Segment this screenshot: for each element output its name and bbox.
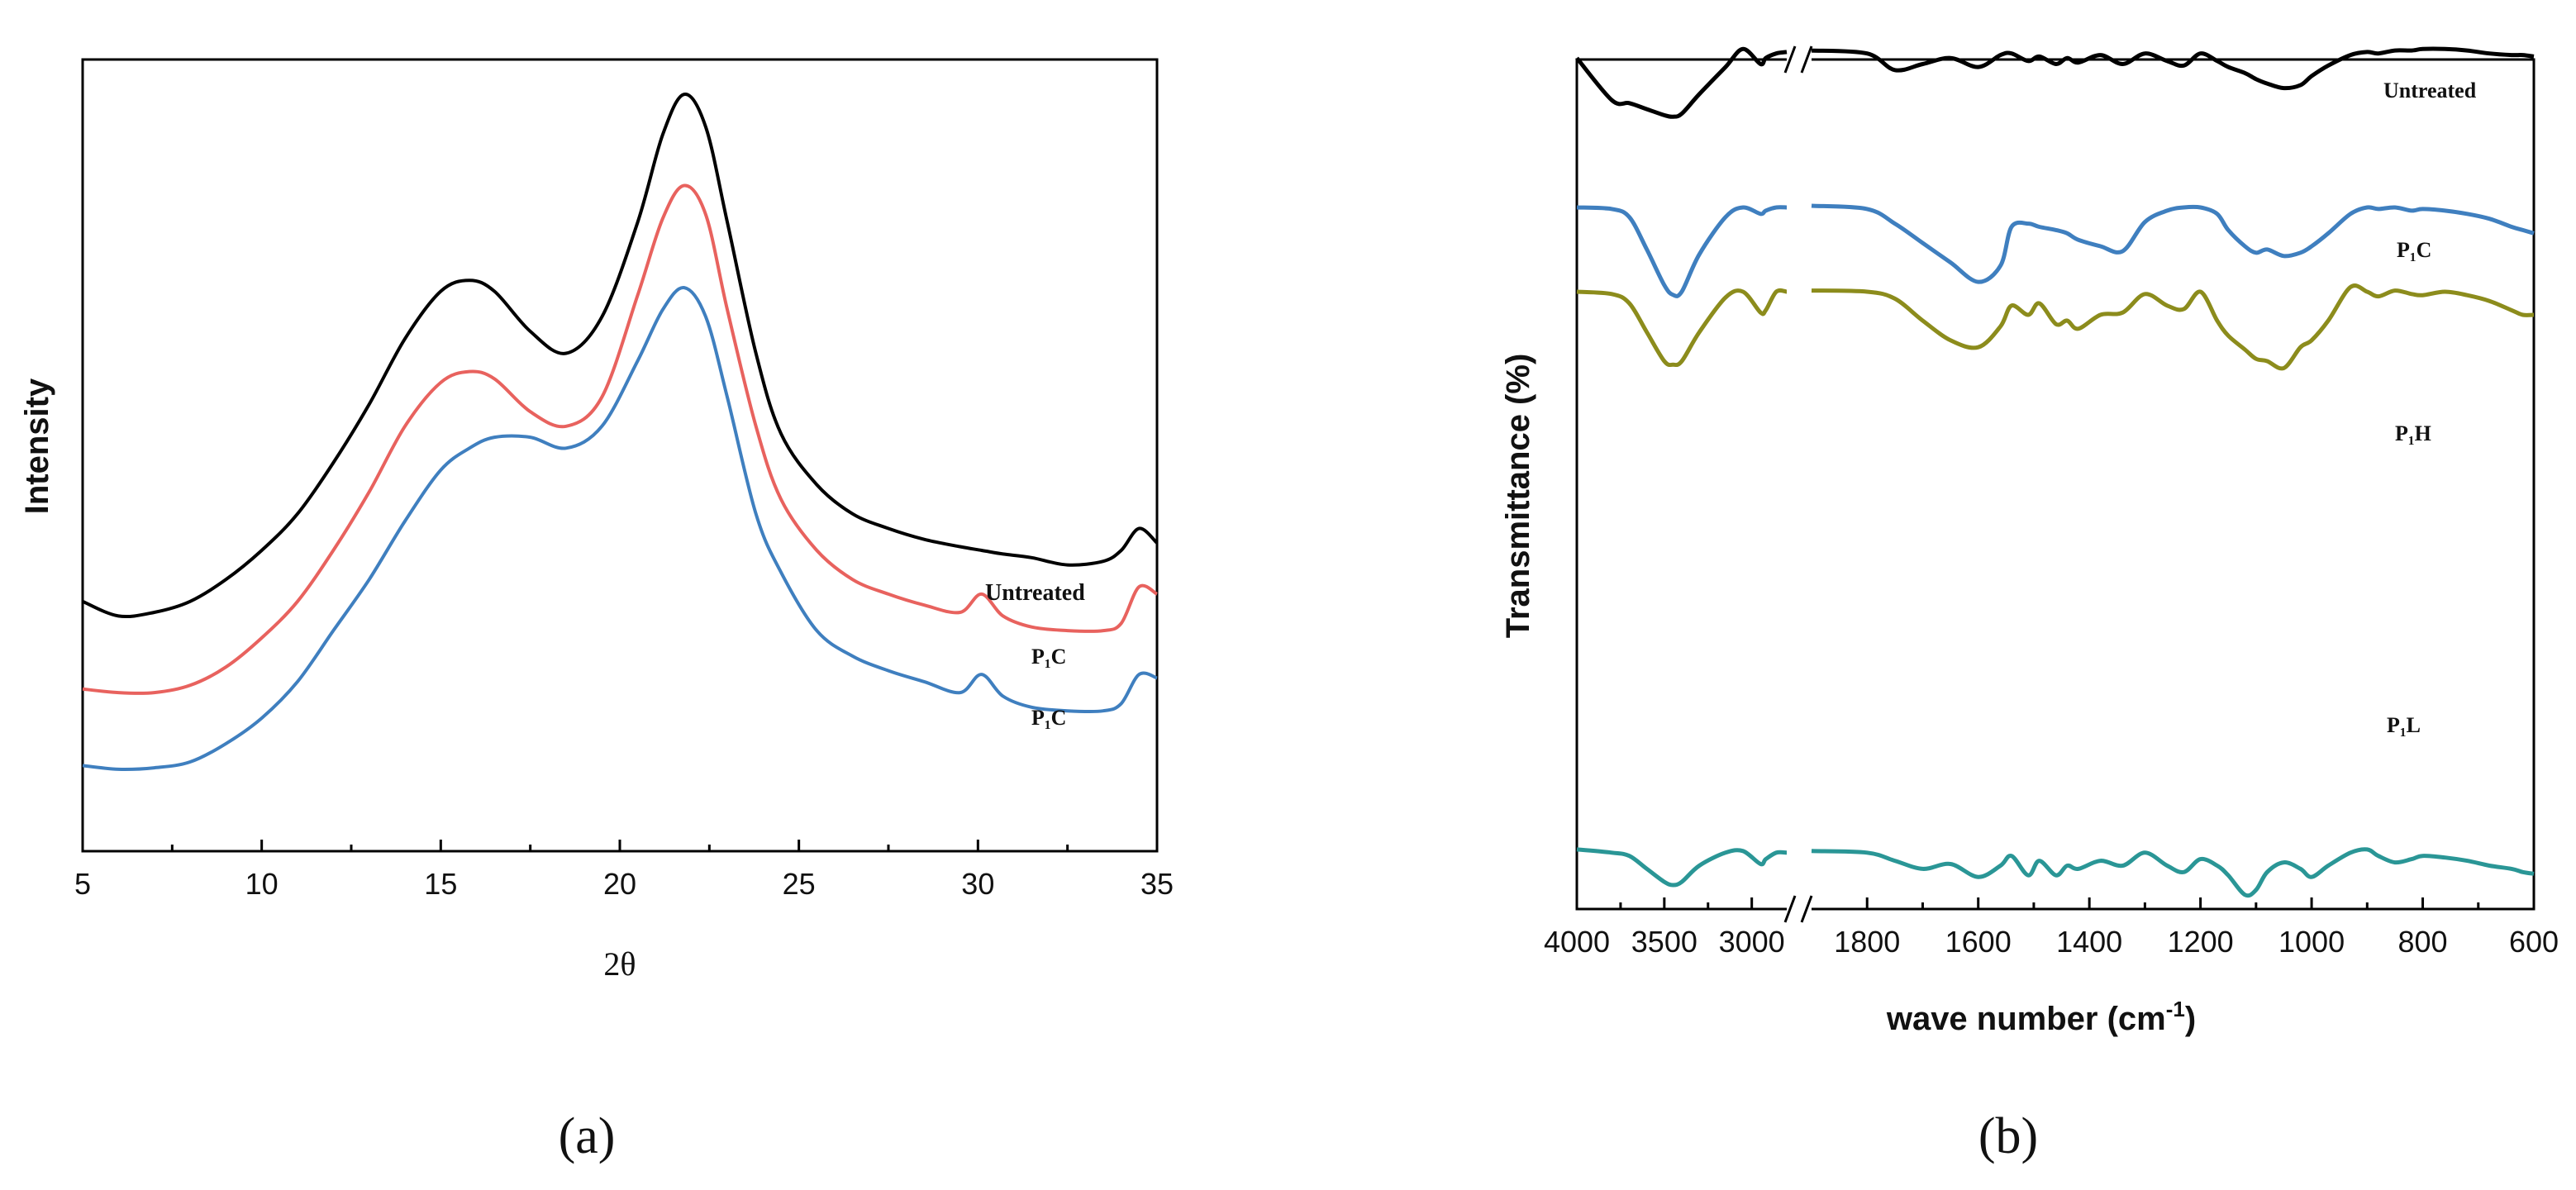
- panel-a-annotation-p1c-blue: P₁C: [1031, 706, 1066, 730]
- panel-b-x-tick-label: 1200: [2168, 925, 2234, 959]
- panel-b-x-tick-label: 1600: [1945, 925, 2012, 959]
- panel-b-frame: [1575, 58, 2536, 911]
- panel-a-label: (a): [559, 1108, 616, 1164]
- panel-a-x-tick-label: 25: [783, 867, 816, 901]
- panel-a-x-tick-label: 30: [961, 867, 994, 901]
- panel-a-annotation-untreated: Untreated: [985, 580, 1085, 606]
- panel-b-x-tick-label: 1400: [2056, 925, 2122, 959]
- panel-b-series-line-p1l-left: [1576, 847, 1788, 888]
- panel-a-x-axis-label: 2θ: [603, 945, 636, 983]
- panel-b-x-tick-label: 3500: [1631, 925, 1697, 959]
- panel-a-series-line-p1c-blue: [82, 286, 1158, 771]
- panel-a-x-tick-label: 5: [74, 867, 91, 901]
- panel-b-annotation-untreated: Untreated: [2383, 79, 2477, 102]
- panel-a-series: [82, 93, 1159, 771]
- panel-b-series-line-p1l-right: [1811, 847, 2535, 898]
- panel-b-x-axis-label-close: ): [2185, 1001, 2196, 1037]
- panel-b-label: (b): [1978, 1108, 2038, 1164]
- panel-a-annotation-p1c-red: P₁C: [1031, 645, 1066, 669]
- panel-b-series: [1575, 46, 2535, 898]
- panel-b-annotation-p1h: P₁H: [2395, 421, 2431, 445]
- panel-b-series-line-untreated-right: [1811, 46, 2535, 91]
- panel-b-x-axis-label-sup: -1: [2166, 997, 2185, 1021]
- panel-a-y-axis-label: Intensity: [19, 378, 55, 514]
- panel-a-x-tick-label: 15: [424, 867, 457, 901]
- panel-b-x-tick-label: 800: [2397, 925, 2447, 959]
- panel-b-x-tick-label: 4000: [1544, 925, 1610, 959]
- panel-b-series-line-p1h-right: [1811, 283, 2535, 371]
- panel-a-x-tick-label: 35: [1140, 867, 1174, 901]
- panel-b-x-tick-label: 600: [2509, 925, 2559, 959]
- panel-b-x-tick-label: 3000: [1719, 925, 1785, 959]
- panel-b-bottom-break-mark: [1783, 895, 1813, 923]
- panel-b-x-tick-label: 1800: [1834, 925, 1900, 959]
- panel-b-x-axis-label: wave number (cm-1): [1886, 997, 2196, 1037]
- panel-b-series-line-untreated-left: [1575, 46, 1788, 119]
- panel-b-y-axis-label: Transmittance (%): [1500, 354, 1536, 639]
- panel-b-series-line-p1c-left: [1576, 205, 1788, 298]
- panel-a-x-ticks: 5 10 15 20 25 30 35: [74, 840, 1174, 901]
- panel-a: 5 10 15 20 25 30 35 2θ Intensity Untreated P₁C…: [19, 58, 1174, 983]
- panel-b-series-line-p1h-left: [1576, 288, 1788, 368]
- panel-b: 4000 3500 3000 1800 1600 1400 1200 1000 800 600 w…: [1500, 45, 2559, 1037]
- panel-b-annotation-p1l: P₁L: [2387, 713, 2421, 737]
- panel-b-x-ticks: 4000 3500 3000 1800 1600 1400 1200 1000 800 600: [1544, 897, 2559, 959]
- panel-b-series-line-p1c-right: [1811, 203, 2535, 284]
- panel-a-x-tick-label: 20: [603, 867, 636, 901]
- panel-a-series-line-p1c-red: [82, 183, 1159, 695]
- panel-b-x-tick-label: 1000: [2278, 925, 2345, 959]
- panel-b-x-axis-label-main: wave number (cm: [1886, 1001, 2166, 1037]
- panel-b-annotation-p1c: P₁C: [2397, 238, 2431, 262]
- panel-b-top-break-mark: [1783, 45, 1813, 74]
- panel-a-series-line-untreated: [82, 93, 1159, 619]
- panel-a-x-tick-label: 10: [245, 867, 279, 901]
